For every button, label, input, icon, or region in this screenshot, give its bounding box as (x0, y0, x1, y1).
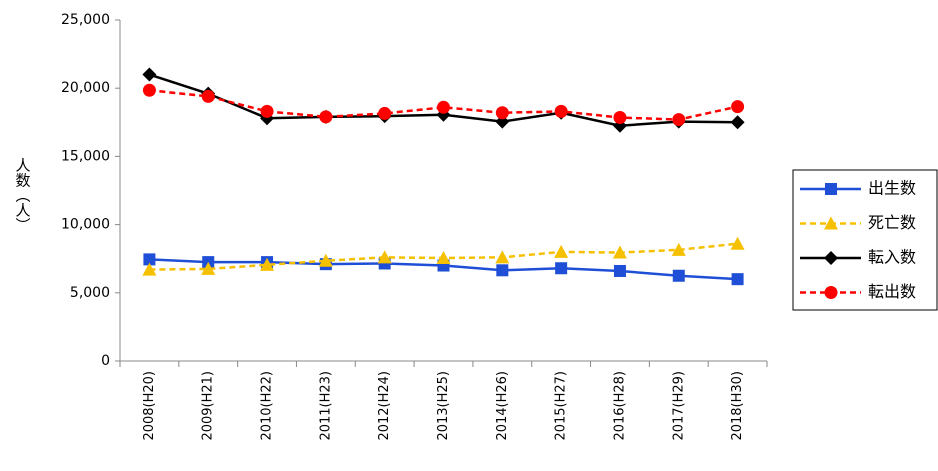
y-tick-label: 0 (101, 353, 110, 369)
marker (437, 100, 450, 114)
marker (824, 216, 838, 230)
y-tick-label: 25,000 (61, 12, 110, 28)
marker (555, 262, 568, 275)
legend-label: 転出数 (868, 282, 916, 301)
y-tick-label: 5,000 (70, 285, 110, 301)
x-tick-label: 2008(H20) (142, 371, 157, 441)
marker (201, 261, 216, 275)
x-tick-label: 2014(H26) (495, 371, 510, 441)
y-tick-label: 10,000 (61, 217, 110, 233)
legend-box (792, 169, 938, 311)
marker (142, 262, 157, 276)
x-tick-label: 2015(H27) (554, 371, 569, 441)
marker (554, 244, 569, 258)
marker (496, 264, 509, 277)
marker (730, 236, 745, 250)
marker (436, 251, 451, 265)
x-tick-label: 2009(H21) (201, 371, 216, 441)
marker (319, 110, 333, 124)
legend-label: 出生数 (868, 179, 916, 198)
marker (731, 273, 744, 286)
y-axis-label: 人数（人） (14, 158, 32, 233)
marker (201, 89, 215, 103)
marker (318, 253, 333, 267)
x-tick-label: 2016(H28) (612, 371, 627, 441)
marker (672, 269, 685, 282)
marker (824, 251, 838, 265)
marker (671, 242, 686, 256)
marker (143, 253, 156, 266)
marker (613, 264, 626, 277)
x-tick-label: 2017(H29) (671, 371, 686, 441)
legend-label: 転入数 (868, 248, 916, 267)
marker (825, 183, 837, 195)
marker (554, 104, 568, 118)
marker (142, 67, 157, 82)
marker (142, 83, 156, 97)
marker (260, 257, 275, 271)
marker (731, 100, 745, 114)
marker (378, 106, 392, 120)
marker (495, 250, 510, 264)
x-tick-label: 2011(H23) (318, 371, 333, 441)
x-tick-label: 2018(H30) (730, 371, 745, 441)
x-tick-label: 2013(H25) (436, 371, 451, 441)
legend-label: 死亡数 (868, 213, 916, 232)
x-tick-label: 2010(H22) (260, 371, 275, 441)
marker (260, 104, 274, 118)
marker (612, 245, 627, 259)
series-line (149, 89, 738, 121)
x-tick-label: 2012(H24) (377, 371, 392, 441)
marker (377, 250, 392, 264)
y-tick-label: 15,000 (61, 148, 110, 164)
marker (824, 286, 838, 299)
y-tick-label: 20,000 (61, 80, 110, 96)
marker (672, 113, 686, 127)
marker (613, 111, 627, 125)
marker (495, 106, 509, 120)
marker (730, 115, 745, 130)
